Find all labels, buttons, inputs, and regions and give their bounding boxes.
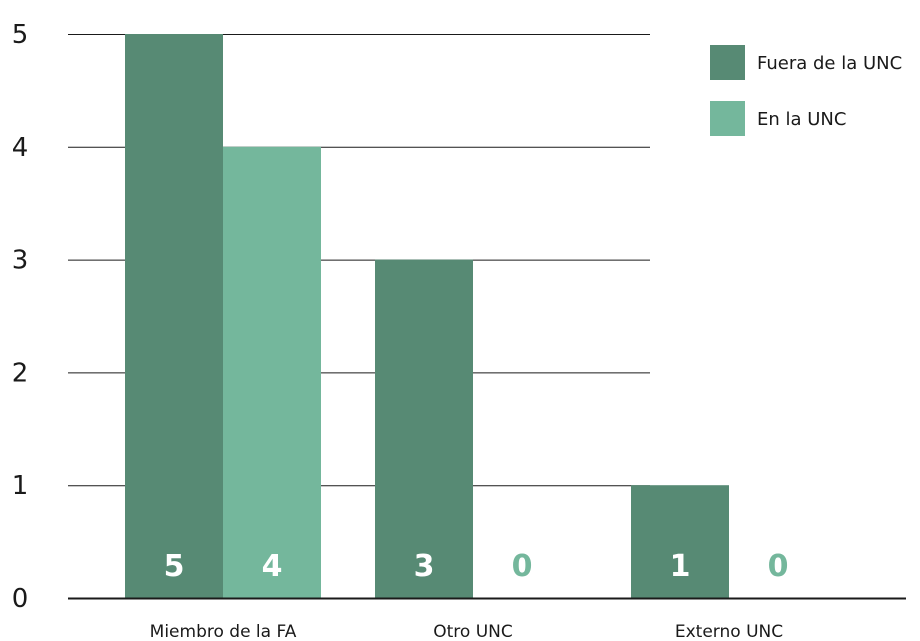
- y-tick-label: 5: [12, 20, 29, 50]
- x-tick-label: Otro UNC: [433, 622, 513, 641]
- legend-label: En la UNC: [757, 109, 846, 130]
- legend-label: Fuera de la UNC: [757, 53, 902, 74]
- value-label: 0: [512, 549, 533, 584]
- legend: Fuera de la UNC En la UNC: [710, 45, 902, 136]
- bar: [375, 259, 473, 598]
- value-label: 4: [262, 549, 283, 584]
- y-tick-label: 1: [12, 471, 29, 501]
- value-label: 0: [768, 549, 789, 584]
- legend-swatch: [710, 45, 745, 80]
- value-label: 3: [414, 549, 435, 584]
- value-labels: 5 3 1 4 0 0: [164, 549, 789, 584]
- bar: [223, 146, 321, 599]
- bar: [631, 485, 729, 598]
- value-label: 1: [670, 549, 691, 584]
- x-axis-ticks: Miembro de la FA Otro UNC Externo UNC: [150, 622, 783, 641]
- value-label: 5: [164, 549, 185, 584]
- y-tick-label: 3: [12, 246, 29, 276]
- y-tick-label: 0: [12, 584, 29, 614]
- y-tick-label: 4: [12, 133, 29, 163]
- legend-swatch: [710, 101, 745, 136]
- bar: [125, 34, 223, 598]
- x-tick-label: Miembro de la FA: [150, 622, 297, 641]
- bars: [125, 34, 729, 599]
- x-tick-label: Externo UNC: [675, 622, 783, 641]
- y-axis-ticks: 0 1 2 3 4 5: [12, 20, 29, 614]
- y-tick-label: 2: [12, 358, 29, 388]
